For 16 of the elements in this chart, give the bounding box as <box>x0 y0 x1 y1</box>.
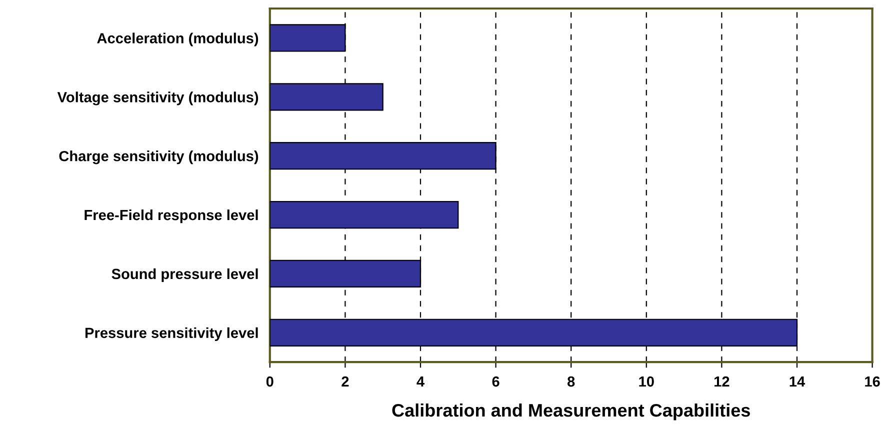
x-tick-label: 4 <box>416 376 424 387</box>
x-tick-label: 16 <box>865 376 880 387</box>
x-tick-label: 10 <box>639 376 654 387</box>
y-tick-label: Charge sensitivity (modulus) <box>59 150 258 164</box>
x-tick-label: 2 <box>342 376 349 387</box>
x-tick-label: 14 <box>790 376 806 387</box>
x-tick-label: 12 <box>714 376 730 387</box>
y-tick-label: Pressure sensitivity level <box>85 327 258 341</box>
y-tick-label: Free-Field response level <box>84 209 258 224</box>
x-axis-title: Calibration and Measurement Capabilities <box>392 403 750 420</box>
x-tick-label: 0 <box>266 376 274 387</box>
y-tick-label: Sound pressure level <box>112 268 258 282</box>
y-tick-label: Voltage sensitivity (modulus) <box>57 92 258 106</box>
y-tick-label: Acceleration (modulus) <box>97 32 258 46</box>
x-tick-label: 6 <box>492 376 500 387</box>
x-tick-label: 8 <box>568 376 575 387</box>
